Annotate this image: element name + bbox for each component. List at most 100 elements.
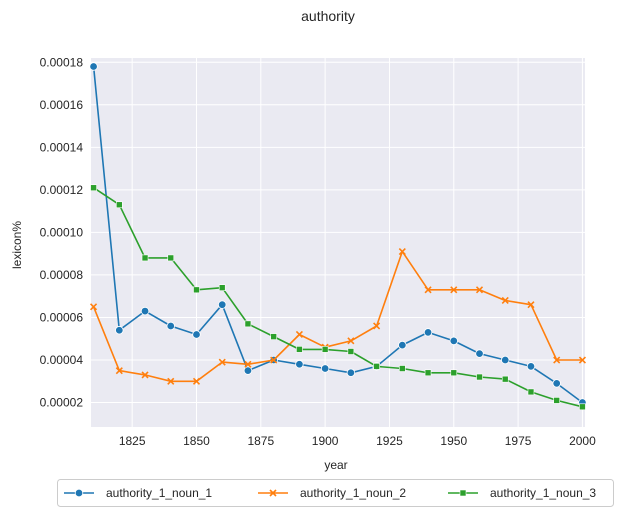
data-point (295, 330, 303, 339)
data-point (321, 346, 329, 353)
data-point (166, 321, 175, 331)
data-point (218, 358, 226, 366)
y-tick-label: 0.00006 (40, 310, 84, 324)
marker-stroke (347, 337, 355, 345)
data-point (450, 286, 458, 294)
x-tick-label: 1825 (119, 434, 146, 448)
legend-frame (57, 479, 614, 507)
series-line (92, 66, 583, 404)
x-axis-title: year (324, 458, 347, 472)
data-point (167, 377, 175, 385)
marker-stroke (192, 377, 201, 385)
y-tick-label: 0.00014 (40, 140, 84, 154)
data-point (398, 247, 406, 256)
data-point (192, 377, 201, 385)
y-tick-label: 0.00002 (40, 396, 84, 410)
data-point (527, 388, 535, 396)
legend-label: authority_1_noun_2 (300, 486, 406, 500)
data-point (141, 254, 149, 262)
data-point (115, 367, 123, 375)
data-point (475, 286, 484, 294)
marker-stroke (578, 356, 586, 364)
legend-entry: authority_1_noun_1 (64, 486, 212, 500)
chart-title: authority (301, 8, 355, 24)
y-axis-title: lexicon% (10, 221, 24, 269)
grid-lines (91, 58, 585, 427)
data-point (552, 379, 561, 388)
data-point (578, 356, 586, 364)
data-point (140, 306, 150, 316)
data-point (553, 356, 561, 364)
x-tick-label: 2000 (569, 434, 596, 448)
y-tick-label: 0.00016 (40, 98, 84, 112)
data-point (218, 300, 227, 309)
x-tick-label: 1950 (440, 434, 467, 448)
data-point (373, 322, 381, 330)
data-point (398, 340, 407, 350)
series-line (93, 187, 583, 408)
marker-stroke (501, 296, 509, 305)
marker-stroke (373, 322, 381, 330)
series-layer (89, 62, 587, 411)
x-axis-ticks: 1825 1850 1875 1900 1925 1950 1975 2000 (119, 434, 596, 448)
data-point (90, 303, 98, 311)
data-point (476, 373, 483, 381)
marker-stroke (269, 489, 277, 497)
data-point (373, 363, 380, 370)
data-point (193, 286, 200, 294)
data-point (501, 375, 509, 383)
marker-stroke (475, 286, 484, 294)
data-point (424, 286, 432, 294)
data-point (424, 369, 432, 377)
data-point (90, 184, 97, 192)
data-point (244, 360, 252, 368)
y-axis-ticks: 0.00002 0.00004 0.00006 0.00008 0.00010 0.000… (40, 55, 84, 409)
legend-marker (459, 489, 467, 497)
y-tick-label: 0.00004 (40, 353, 84, 367)
marker-stroke (398, 247, 406, 256)
data-point (579, 403, 586, 411)
data-point (346, 368, 356, 377)
legend-entry: authority_1_noun_3 (448, 486, 596, 500)
legend-label: authority_1_noun_3 (490, 486, 596, 500)
data-point (167, 254, 175, 262)
data-point (243, 366, 253, 375)
data-point (501, 296, 509, 305)
y-tick-label: 0.00012 (40, 183, 84, 197)
data-point (399, 365, 406, 372)
data-point (295, 360, 304, 369)
legend-marker (269, 489, 277, 497)
marker-stroke (270, 356, 278, 364)
x-tick-label: 1875 (247, 434, 274, 448)
data-point (89, 62, 98, 71)
marker-stroke (167, 377, 175, 385)
x-tick-label: 1900 (312, 434, 339, 448)
data-point (270, 356, 278, 364)
legend-label: authority_1_noun_1 (106, 486, 212, 500)
marker-stroke (450, 286, 458, 294)
series-line (92, 250, 583, 383)
y-tick-label: 0.00010 (40, 225, 84, 239)
marker-stroke (295, 330, 303, 339)
data-point (244, 320, 252, 328)
marker-stroke (244, 360, 252, 368)
series-3 (90, 184, 586, 411)
x-tick-label: 1850 (183, 434, 210, 448)
data-point (526, 362, 536, 371)
marker-stroke (141, 371, 149, 379)
data-point (527, 301, 535, 309)
data-point (116, 201, 123, 209)
data-point (270, 333, 277, 340)
x-tick-label: 1925 (376, 434, 403, 448)
data-point (449, 336, 458, 346)
data-point (296, 346, 303, 353)
marker-stroke (424, 286, 432, 294)
marker-stroke (115, 367, 123, 375)
data-point (475, 349, 484, 358)
y-tick-label: 0.00008 (40, 268, 84, 282)
series-1 (89, 62, 587, 407)
legend-entry: authority_1_noun_2 (258, 486, 406, 500)
plot-background (91, 58, 585, 427)
